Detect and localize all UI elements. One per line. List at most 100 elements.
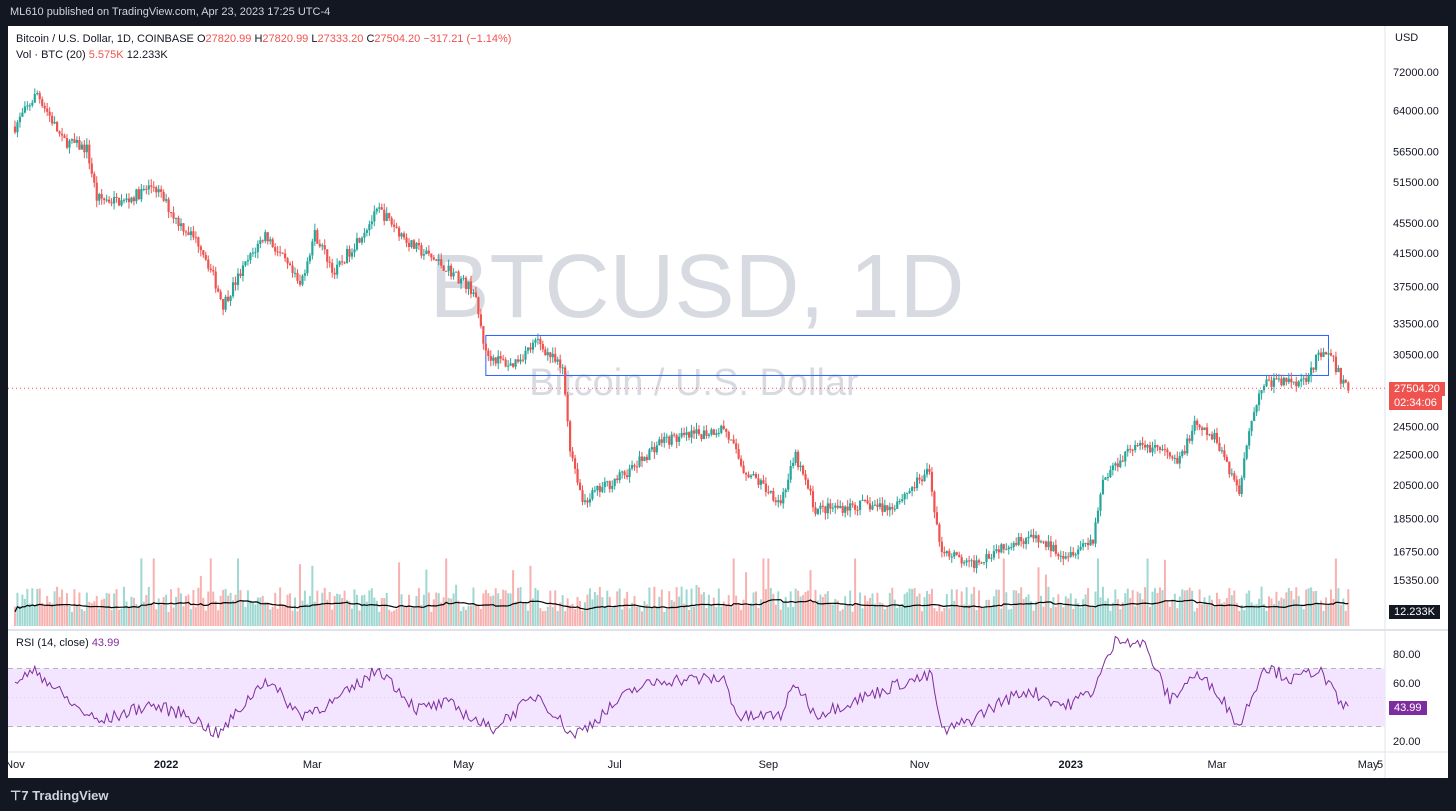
- volume-bar: [1215, 592, 1218, 626]
- candle-body: [586, 500, 589, 503]
- volume-bar: [420, 604, 423, 626]
- volume-bar: [1101, 586, 1104, 626]
- candle-body: [891, 506, 894, 510]
- candle-body: [963, 562, 966, 564]
- volume-bar: [378, 611, 381, 626]
- x-tick-label: 5: [1377, 759, 1383, 771]
- candle-body: [888, 506, 891, 511]
- volume-bar: [177, 587, 180, 626]
- candle-body: [286, 258, 289, 264]
- volume-bar: [725, 604, 728, 626]
- volume-bar: [336, 593, 339, 626]
- volume-bar: [455, 584, 458, 626]
- candle-body: [735, 443, 738, 450]
- volume-bar: [237, 558, 240, 626]
- candle-body: [546, 352, 549, 356]
- volume-bar: [1121, 602, 1124, 626]
- candle-body: [125, 198, 128, 200]
- volume-bar: [759, 599, 762, 626]
- volume-bar: [864, 595, 867, 626]
- volume-bar: [222, 589, 225, 626]
- volume-bar: [990, 605, 993, 626]
- volume-bar: [313, 601, 316, 626]
- volume-bar: [668, 591, 671, 626]
- candle-body: [1295, 381, 1298, 387]
- volume-bar: [368, 590, 371, 626]
- volume-bar: [1238, 610, 1241, 626]
- volume-bar: [1151, 591, 1154, 626]
- volume-bar: [911, 589, 914, 626]
- volume-bar: [1044, 574, 1047, 626]
- candle-body: [445, 270, 448, 272]
- volume-bar: [442, 597, 445, 626]
- candle-body: [1129, 448, 1132, 450]
- volume-bar: [1156, 593, 1159, 626]
- candle-body: [373, 211, 376, 222]
- volume-bar: [90, 603, 93, 626]
- volume-bar: [702, 592, 705, 626]
- candle-body: [254, 252, 257, 254]
- candle-body: [333, 272, 336, 275]
- volume-bar: [1324, 597, 1327, 626]
- volume-bar: [792, 606, 795, 626]
- candle-body: [338, 261, 341, 265]
- volume-bar: [1094, 591, 1097, 626]
- candle-body: [259, 240, 262, 244]
- candle-body: [1141, 442, 1144, 445]
- volume-bar: [412, 608, 415, 626]
- candle-body: [179, 223, 183, 227]
- volume-bar: [886, 605, 889, 626]
- volume-bar: [821, 597, 824, 626]
- volume-bar: [75, 605, 78, 626]
- volume-bar: [1263, 603, 1266, 626]
- volume-bar: [155, 609, 158, 626]
- candle-body: [427, 250, 430, 254]
- volume-bar: [918, 593, 921, 626]
- candle-body: [459, 278, 463, 284]
- volume-bar: [1163, 559, 1166, 626]
- volume-bar: [199, 575, 202, 626]
- volume-bar: [1233, 590, 1236, 626]
- candle-body: [638, 456, 641, 467]
- volume-bar: [276, 608, 279, 626]
- volume-bar: [1240, 604, 1243, 626]
- candle-body: [955, 552, 958, 555]
- candle-body: [987, 553, 991, 559]
- candle-body: [484, 343, 487, 351]
- candle-body: [571, 451, 574, 459]
- volume-bar: [504, 590, 507, 626]
- volume-bar: [1258, 598, 1261, 626]
- candle-body: [531, 342, 535, 350]
- volume-bar: [318, 605, 321, 626]
- candle-body: [1057, 553, 1060, 557]
- candle-body: [410, 240, 413, 247]
- candle-body: [1245, 445, 1248, 459]
- volume-bar: [1039, 595, 1042, 626]
- candle-body: [913, 487, 916, 489]
- x-tick-label: Nov: [5, 759, 25, 771]
- volume-bar: [930, 588, 933, 626]
- volume-bar: [1255, 604, 1258, 626]
- volume-bar: [603, 606, 606, 626]
- volume-bar: [571, 603, 574, 626]
- volume-bar: [187, 594, 190, 626]
- volume-bar: [980, 607, 983, 626]
- candle-body: [425, 250, 428, 255]
- volume-bar: [375, 600, 378, 626]
- candle-body: [618, 472, 621, 481]
- volume-bar: [507, 593, 510, 626]
- candle-body: [868, 503, 872, 510]
- volume-bar: [690, 588, 693, 626]
- candle-body: [1317, 352, 1320, 355]
- candle-body: [26, 105, 29, 107]
- candle-body: [487, 350, 490, 356]
- candle-body: [1347, 382, 1350, 391]
- candle-body: [1079, 546, 1082, 550]
- candle-body: [1104, 477, 1107, 480]
- candle-body: [839, 506, 842, 508]
- candle-body: [1300, 379, 1303, 382]
- volume-bar: [1186, 590, 1189, 626]
- candle-body: [1114, 463, 1117, 466]
- candle-body: [950, 556, 953, 558]
